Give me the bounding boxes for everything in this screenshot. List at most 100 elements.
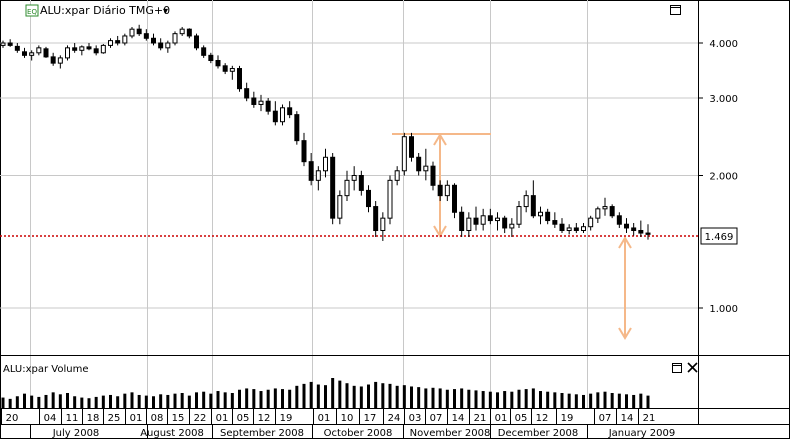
- candle-body: [86, 46, 92, 50]
- volume-bar: [245, 388, 249, 408]
- volume-bar: [574, 394, 578, 408]
- volume-bar: [603, 391, 607, 408]
- volume-bar: [338, 380, 342, 408]
- day-label: 21: [643, 413, 656, 424]
- volume-bar: [87, 398, 91, 408]
- volume-bar: [402, 385, 406, 408]
- candle-body: [122, 35, 128, 44]
- chevron-down-icon[interactable]: ▾: [163, 6, 168, 17]
- day-label: 14: [452, 413, 465, 424]
- month-label: November 2008: [410, 428, 491, 439]
- candle-body: [416, 156, 422, 172]
- day-label: 12: [536, 413, 549, 424]
- close-icon[interactable]: [687, 362, 698, 373]
- volume-bar: [395, 385, 399, 408]
- candle-body: [595, 208, 601, 219]
- day-label: 20: [6, 413, 19, 424]
- date-axis-months: July 2008 August 2008 September 2008 Octobe…: [30, 425, 676, 439]
- candle-body: [516, 206, 522, 225]
- candle-body: [631, 227, 637, 231]
- volume-bar: [431, 387, 435, 408]
- candle-body: [258, 100, 264, 105]
- candle-body: [588, 217, 594, 228]
- candle-body: [151, 37, 156, 44]
- candle-body: [387, 179, 393, 219]
- candle-body: [315, 170, 321, 181]
- candle-body: [0, 42, 6, 46]
- price-axis: 4.000 3.000 2.000 1.000: [698, 39, 738, 315]
- candle-body: [624, 223, 629, 229]
- volume-bar: [295, 385, 299, 408]
- volume-bar: [180, 393, 184, 408]
- volume-bar: [596, 392, 600, 408]
- date-axis-days: 20 04 11 18 25 01 08 15 22 01 05 12 19 01 10 17 24 03 07 14…: [1, 409, 656, 424]
- day-label: 19: [280, 413, 293, 424]
- candle-body: [287, 107, 293, 116]
- volume-bar: [173, 393, 177, 408]
- candle-body: [308, 161, 314, 181]
- target-arrow-head-up: [618, 236, 632, 249]
- volume-bar: [51, 392, 55, 408]
- volume-bar: [44, 394, 48, 408]
- volume-bar: [345, 383, 349, 408]
- volume-bar: [510, 391, 514, 408]
- volume-bar: [216, 391, 220, 408]
- maximize-icon[interactable]: [672, 363, 682, 373]
- volume-bar: [109, 394, 112, 408]
- vertical-grid: [30, 0, 588, 408]
- eq-badge-label: EQ: [27, 8, 37, 16]
- candle-body: [280, 107, 285, 123]
- volume-bar: [367, 384, 370, 408]
- volume-bar: [187, 395, 191, 408]
- candle-body: [373, 206, 379, 231]
- candle-body: [495, 217, 500, 222]
- candle-body: [452, 184, 457, 213]
- day-label: 04: [44, 413, 57, 424]
- volume-bar: [230, 393, 234, 408]
- maximize-icon[interactable]: [670, 5, 681, 15]
- candle-body: [409, 136, 414, 158]
- volume-bar: [8, 398, 12, 408]
- day-label: 07: [599, 413, 612, 424]
- candle-body: [380, 217, 386, 231]
- candle-body: [523, 195, 529, 208]
- candle-body: [172, 33, 178, 44]
- volume-bar: [101, 395, 105, 408]
- candle-body: [43, 48, 49, 58]
- volume-bar: [567, 393, 571, 408]
- volume-bar: [438, 388, 442, 408]
- candle-body: [158, 42, 164, 49]
- volume-bar: [94, 396, 98, 408]
- candle-body: [351, 175, 357, 181]
- candle-body: [337, 195, 343, 219]
- month-label: October 2008: [324, 428, 393, 439]
- month-label: January 2009: [608, 428, 676, 439]
- day-label: 17: [364, 413, 377, 424]
- candle-body: [14, 45, 20, 51]
- volume-bar: [496, 392, 499, 408]
- candle-body: [509, 223, 515, 229]
- volume-bar: [632, 394, 636, 408]
- candle-body: [50, 56, 56, 64]
- volume-bar: [553, 392, 557, 408]
- volume-bar: [166, 394, 170, 408]
- volume-bar: [417, 387, 421, 408]
- candle-body: [394, 170, 400, 181]
- volume-bar: [209, 393, 213, 408]
- volume-bar: [589, 393, 593, 408]
- volume-bar: [202, 391, 206, 408]
- candle-body: [480, 215, 486, 225]
- volume-bar: [130, 392, 134, 408]
- day-label: 01: [495, 413, 508, 424]
- volume-bar: [467, 389, 471, 408]
- volume-title: ALU:xpar Volume: [3, 364, 88, 375]
- candle-body: [72, 47, 78, 51]
- candle-body: [645, 232, 651, 235]
- candle-body: [237, 68, 242, 90]
- candle-body: [545, 211, 551, 222]
- volume-bar: [23, 393, 26, 408]
- month-label: August 2008: [140, 428, 204, 439]
- candle-body: [602, 206, 608, 210]
- price-tick-label: 1.000: [709, 304, 738, 315]
